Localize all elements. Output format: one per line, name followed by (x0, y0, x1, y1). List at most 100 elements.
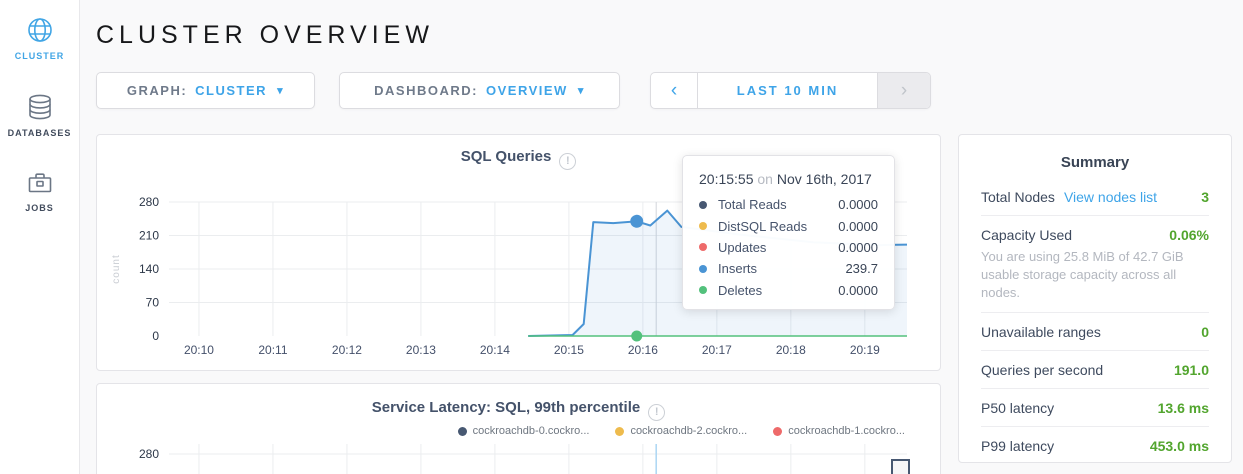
summary-label: P99 latency (981, 437, 1055, 454)
legend-label: cockroachdb-1.cockro... (788, 425, 905, 437)
tooltip-rows: Total Reads 0.0000 DistSQL Reads 0.0000 Upda… (699, 194, 878, 301)
service-latency-chart-card: Service Latency: SQL, 99th percentile! c… (96, 383, 941, 474)
dashboard-dropdown-value: OVERVIEW (485, 83, 568, 98)
summary-label: Capacity Used (981, 227, 1073, 243)
svg-text:70: 70 (146, 296, 160, 310)
svg-text:20:18: 20:18 (776, 343, 806, 357)
legend-label: cockroachdb-0.cockro... (472, 425, 590, 437)
svg-text:140: 140 (139, 262, 159, 276)
summary-value: 191.0 (1173, 361, 1209, 378)
chart-title: SQL Queries! (97, 135, 940, 170)
info-icon[interactable]: ! (648, 403, 666, 421)
summary-subtext: You are using 25.8 MiB of 42.7 GiB usabl… (981, 249, 1184, 300)
summary-value: 3 (1201, 189, 1209, 205)
tooltip-time: 20:15:55 (699, 171, 754, 187)
globe-icon (26, 16, 54, 44)
latency-legend: cockroachdb-0.cockro... cockroachdb-2.coc… (457, 425, 905, 437)
tooltip-row: Updates 0.0000 (699, 237, 878, 258)
summary-label: P50 latency (981, 399, 1055, 416)
sidebar-item-cluster[interactable]: CLUSTER (0, 0, 79, 76)
series-dot (699, 264, 707, 273)
sidebar-item-label: DATABASES (7, 128, 72, 138)
svg-text:280: 280 (139, 195, 159, 209)
tooltip-row: Deletes 0.0000 (699, 280, 878, 301)
svg-text:20:17: 20:17 (702, 343, 732, 357)
series-label: Total Reads (718, 197, 787, 213)
svg-text:20:13: 20:13 (406, 343, 436, 357)
summary-value: 13.6 ms (1157, 399, 1209, 416)
graph-dropdown[interactable]: GRAPH: CLUSTER ▾ (96, 72, 315, 109)
view-nodes-link[interactable]: View nodes list (1063, 189, 1158, 205)
summary-label: Total Nodes (981, 189, 1055, 205)
legend-dot (615, 426, 625, 436)
svg-text:20:16: 20:16 (628, 343, 658, 357)
legend-label: cockroachdb-2.cockro... (630, 425, 748, 437)
chart-title-text: SQL Queries (460, 148, 552, 165)
sidebar-item-jobs[interactable]: JOBS (0, 153, 79, 228)
dashboard-dropdown-label: DASHBOARD: (374, 83, 478, 98)
summary-value: 0.06% (1169, 227, 1209, 243)
chart-title: Service Latency: SQL, 99th percentile! (97, 384, 940, 421)
series-dot (699, 200, 707, 209)
svg-text:0: 0 (152, 329, 159, 343)
time-prev-button[interactable]: ‹ (670, 79, 678, 101)
tooltip-date: Nov 16th, 2017 (776, 171, 872, 187)
sidebar: CLUSTER DATABASES JOBS (0, 0, 80, 474)
summary-label: Unavailable ranges (981, 323, 1101, 340)
time-range-label[interactable]: LAST 10 MIN (697, 73, 878, 108)
chart-title-text: Service Latency: SQL, 99th percentile (371, 399, 641, 416)
svg-text:210: 210 (139, 229, 159, 243)
svg-text:20:19: 20:19 (850, 343, 880, 357)
summary-value: 0 (1201, 323, 1209, 340)
summary-row: P99 latency 453.0 ms (981, 425, 1209, 464)
tooltip-row: DistSQL Reads 0.0000 (699, 215, 878, 236)
series-value: 0.0000 (838, 239, 878, 255)
summary-panel: Summary Total Nodes View nodes list 3 Capac… (958, 134, 1232, 463)
tooltip-timestamp: 20:15:55 on Nov 16th, 2017 (699, 171, 878, 187)
series-value: 0.0000 (838, 218, 878, 234)
chevron-down-icon: ▾ (577, 85, 585, 97)
summary-row: Queries per second 191.0 (981, 349, 1209, 388)
svg-text:20:14: 20:14 (480, 343, 510, 357)
latency-plot[interactable]: 280 (97, 384, 942, 474)
summary-title: Summary (1060, 154, 1130, 171)
legend-item[interactable]: cockroachdb-0.cockro... (457, 425, 590, 437)
series-label: Inserts (718, 261, 758, 277)
series-label: Deletes (718, 282, 763, 298)
svg-text:20:15: 20:15 (554, 343, 584, 357)
summary-value: 453.0 ms (1149, 437, 1209, 454)
series-label: DistSQL Reads (718, 218, 808, 234)
tooltip-row: Total Reads 0.0000 (699, 194, 878, 215)
sidebar-nav: CLUSTER DATABASES JOBS (0, 0, 79, 228)
svg-text:20:11: 20:11 (258, 343, 287, 357)
chart-hover-tooltip: 20:15:55 on Nov 16th, 2017 Total Reads 0.… (682, 155, 895, 310)
summary-rows: Total Nodes View nodes list 3 Capacity Used… (981, 178, 1209, 464)
summary-row: Total Nodes View nodes list 3 (981, 178, 1209, 215)
sidebar-item-databases[interactable]: DATABASES (0, 76, 79, 153)
svg-text:20:12: 20:12 (332, 343, 362, 357)
dashboard-dropdown[interactable]: DASHBOARD: OVERVIEW ▾ (339, 72, 620, 109)
svg-text:280: 280 (139, 447, 159, 461)
series-dot (699, 222, 707, 231)
series-dot (699, 243, 707, 252)
svg-text:count: count (111, 254, 122, 283)
series-value: 0.0000 (838, 197, 878, 213)
time-next-button[interactable]: › (878, 73, 930, 108)
info-icon[interactable]: ! (559, 152, 577, 170)
legend-item[interactable]: cockroachdb-2.cockro... (615, 425, 747, 437)
summary-row: Capacity Used 0.06% You are using 25.8 MiB… (981, 215, 1209, 312)
series-value: 0.0000 (838, 282, 878, 298)
database-icon (26, 93, 54, 121)
legend-item[interactable]: cockroachdb-1.cockro... (773, 425, 905, 437)
summary-row: Unavailable ranges 0 (981, 311, 1209, 350)
series-label: Updates (718, 239, 767, 255)
tooltip-row: Inserts 239.7 (699, 258, 878, 279)
time-window-selector: ‹ LAST 10 MIN › (650, 72, 931, 109)
graph-dropdown-value: CLUSTER (195, 83, 268, 98)
sidebar-item-label: CLUSTER (14, 51, 65, 61)
tooltip-on: on (757, 171, 773, 187)
graph-dropdown-label: GRAPH: (126, 83, 188, 98)
series-dot (699, 286, 707, 295)
legend-dot (773, 426, 783, 436)
